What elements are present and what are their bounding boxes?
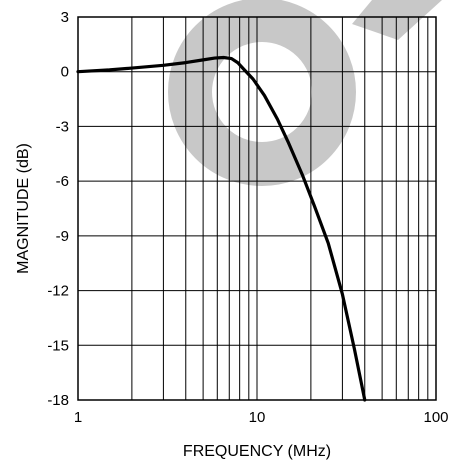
y-tick-label: -6 xyxy=(56,173,69,190)
y-tick-label: -15 xyxy=(47,337,69,354)
y-tick-label: -18 xyxy=(47,392,69,409)
x-tick-label: 1 xyxy=(74,409,82,426)
y-tick-label: 3 xyxy=(61,9,69,26)
y-tick-label: -9 xyxy=(56,228,69,245)
series-layer xyxy=(76,55,367,402)
watermark-decoration xyxy=(168,0,442,186)
grid xyxy=(78,16,436,401)
x-tick-labels: 1 10 100 xyxy=(74,409,449,426)
plot-border xyxy=(77,16,437,401)
y-tick-label: -12 xyxy=(47,283,69,300)
x-tick-label: 10 xyxy=(249,409,266,426)
plot-frame xyxy=(77,16,437,401)
watermark-bar xyxy=(352,0,442,40)
x-axis-label: FREQUENCY (MHz) xyxy=(183,443,331,460)
y-tick-label: 0 xyxy=(61,64,69,81)
y-axis-label: MAGNITUDE (dB) xyxy=(15,143,32,274)
watermark-ring xyxy=(168,0,356,186)
series-line-0 xyxy=(76,55,367,402)
y-tick-labels: 3 0 -3 -6 -9 -12 -15 -18 xyxy=(47,9,69,409)
y-tick-label: -3 xyxy=(56,118,69,135)
x-tick-label: 100 xyxy=(423,409,448,426)
